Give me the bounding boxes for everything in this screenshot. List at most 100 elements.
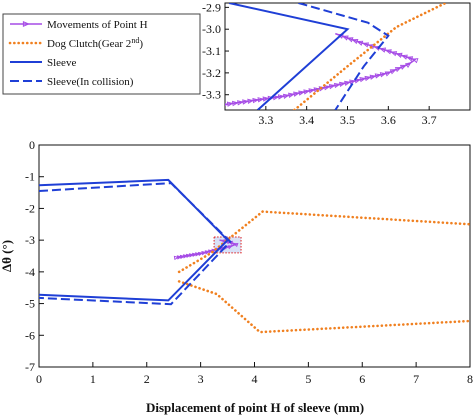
legend-label: Dog Clutch(Gear 2nd) <box>47 36 143 50</box>
movement-point-marker <box>341 35 349 41</box>
inset-chart: 3.3 3.4 3.5 3.6 3.7 -2.9 -3.0 -3.1 -3.2 -3.3 <box>202 0 471 127</box>
movement-point-marker <box>389 69 397 75</box>
movement-point-marker <box>179 254 186 260</box>
movement-point-marker <box>182 254 189 259</box>
movement-point-marker <box>195 252 201 257</box>
movement-point-marker <box>406 56 414 62</box>
main-x-tick-label: 3 <box>198 372 204 386</box>
main-x-tick-label: 5 <box>305 372 311 386</box>
movement-point-marker <box>364 75 372 82</box>
main-y-tick-label: -4 <box>25 265 35 279</box>
movement-point-marker <box>344 80 351 87</box>
movement-point-marker <box>390 51 398 57</box>
movement-point-marker <box>351 38 359 45</box>
main-series-dog-clutch-gear-2nd <box>177 280 470 334</box>
inset-x-tick-label: 3.5 <box>340 113 355 127</box>
inset-x-tick-label: 3.3 <box>258 113 273 127</box>
inset-y-tick-label: -3.1 <box>202 44 221 58</box>
main-x-tick-label: 0 <box>36 372 42 386</box>
movement-point-marker <box>323 85 331 91</box>
movement-point-marker <box>374 73 382 79</box>
inset-y-tick-label: -3.0 <box>202 22 221 36</box>
inset-series-group <box>225 3 447 110</box>
main-y-axis-label: Δθ (°) <box>0 240 14 272</box>
movement-point-marker <box>394 67 402 73</box>
movement-point-marker <box>349 79 357 85</box>
movement-point-marker <box>232 242 239 248</box>
movement-point-marker <box>369 74 377 80</box>
main-x-axis-label: Displacement of point H of sleeve (mm) <box>146 400 364 415</box>
movement-point-marker <box>225 102 229 108</box>
movement-point-marker <box>328 83 336 90</box>
main-x-tick-label: 7 <box>413 372 419 386</box>
movement-point-marker <box>185 253 192 259</box>
movement-point-marker <box>201 251 207 256</box>
main-plot-frame <box>38 144 471 368</box>
movement-point-marker <box>204 250 211 255</box>
main-x-tick-label: 8 <box>467 372 473 386</box>
legend-label-superscript: nd <box>131 36 139 45</box>
inset-x-tick-label: 3.4 <box>299 113 314 127</box>
movement-point-marker <box>379 72 387 78</box>
movement-point-marker <box>404 62 412 68</box>
movement-point-marker <box>188 253 195 258</box>
movement-point-marker <box>395 52 403 58</box>
movement-point-marker <box>333 82 341 89</box>
main-series-sleeve <box>39 178 230 302</box>
legend-marker <box>22 21 30 27</box>
movement-point-marker <box>208 249 214 254</box>
movement-point-marker <box>308 88 316 94</box>
main-y-tick-label: -1 <box>25 170 35 184</box>
movement-point-marker <box>242 99 249 105</box>
movement-point-marker <box>379 47 387 53</box>
movement-point-marker <box>173 255 180 261</box>
inset-x-ticks: 3.3 3.4 3.5 3.6 3.7 <box>258 106 437 127</box>
main-y-tick-label: -3 <box>25 233 35 247</box>
movement-point-marker <box>356 40 364 46</box>
main-y-ticks: 0 -1 -2 -3 -4 -5 -6 -7 <box>25 138 44 374</box>
inset-series-sleeve-in-collision <box>298 3 390 110</box>
movement-point-marker <box>411 58 419 64</box>
legend-label: Movements of Point H <box>47 19 148 31</box>
movement-point-marker <box>262 96 270 102</box>
movement-point-marker <box>237 100 244 106</box>
movement-point-marker <box>247 98 255 104</box>
main-y-tick-label: -2 <box>25 201 35 215</box>
movement-point-marker <box>272 95 280 101</box>
inset-plot-frame <box>224 2 471 111</box>
legend-label: Sleeve <box>47 57 76 69</box>
main-series-group <box>39 178 470 334</box>
movement-point-marker <box>293 91 300 97</box>
movement-point-marker <box>282 93 290 100</box>
inset-y-ticks: -2.9 -3.0 -3.1 -3.2 -3.3 <box>202 0 229 102</box>
legend-box <box>2 13 201 95</box>
movement-point-marker <box>346 37 354 43</box>
inset-series-sleeve <box>228 3 350 110</box>
legend-label-tail: ) <box>139 38 143 50</box>
movement-point-marker <box>257 97 265 103</box>
inset-series-dog-clutch-gear-2nd <box>293 3 447 110</box>
inset-y-tick-label: -2.9 <box>202 0 221 14</box>
main-x-tick-label: 6 <box>359 372 365 386</box>
movement-point-marker <box>277 94 285 100</box>
inset-y-tick-label: -3.2 <box>202 66 221 80</box>
main-series-dog-clutch-gear-2nd <box>177 210 470 274</box>
movement-point-marker <box>252 97 260 104</box>
main-chart: 0 1 2 3 4 5 6 7 8 0 -1 -2 -3 -4 -5 -6 -7 Displacement o… <box>0 138 473 415</box>
movement-point-marker <box>176 255 183 260</box>
inset-x-tick-label: 3.6 <box>381 113 396 127</box>
main-x-tick-label: 1 <box>90 372 96 386</box>
movement-point-marker <box>288 92 295 98</box>
movement-point-marker <box>359 77 367 83</box>
movement-point-marker <box>362 42 370 48</box>
inset-x-tick-label: 3.7 <box>422 113 437 127</box>
movement-point-marker <box>197 251 204 257</box>
movement-point-marker <box>226 101 234 107</box>
main-x-tick-label: 4 <box>252 372 258 386</box>
movement-point-marker <box>231 100 239 107</box>
movement-point-marker <box>399 64 407 70</box>
main-y-tick-label: -7 <box>25 360 35 374</box>
main-y-tick-label: -6 <box>25 328 35 342</box>
main-x-tick-label: 2 <box>144 372 150 386</box>
